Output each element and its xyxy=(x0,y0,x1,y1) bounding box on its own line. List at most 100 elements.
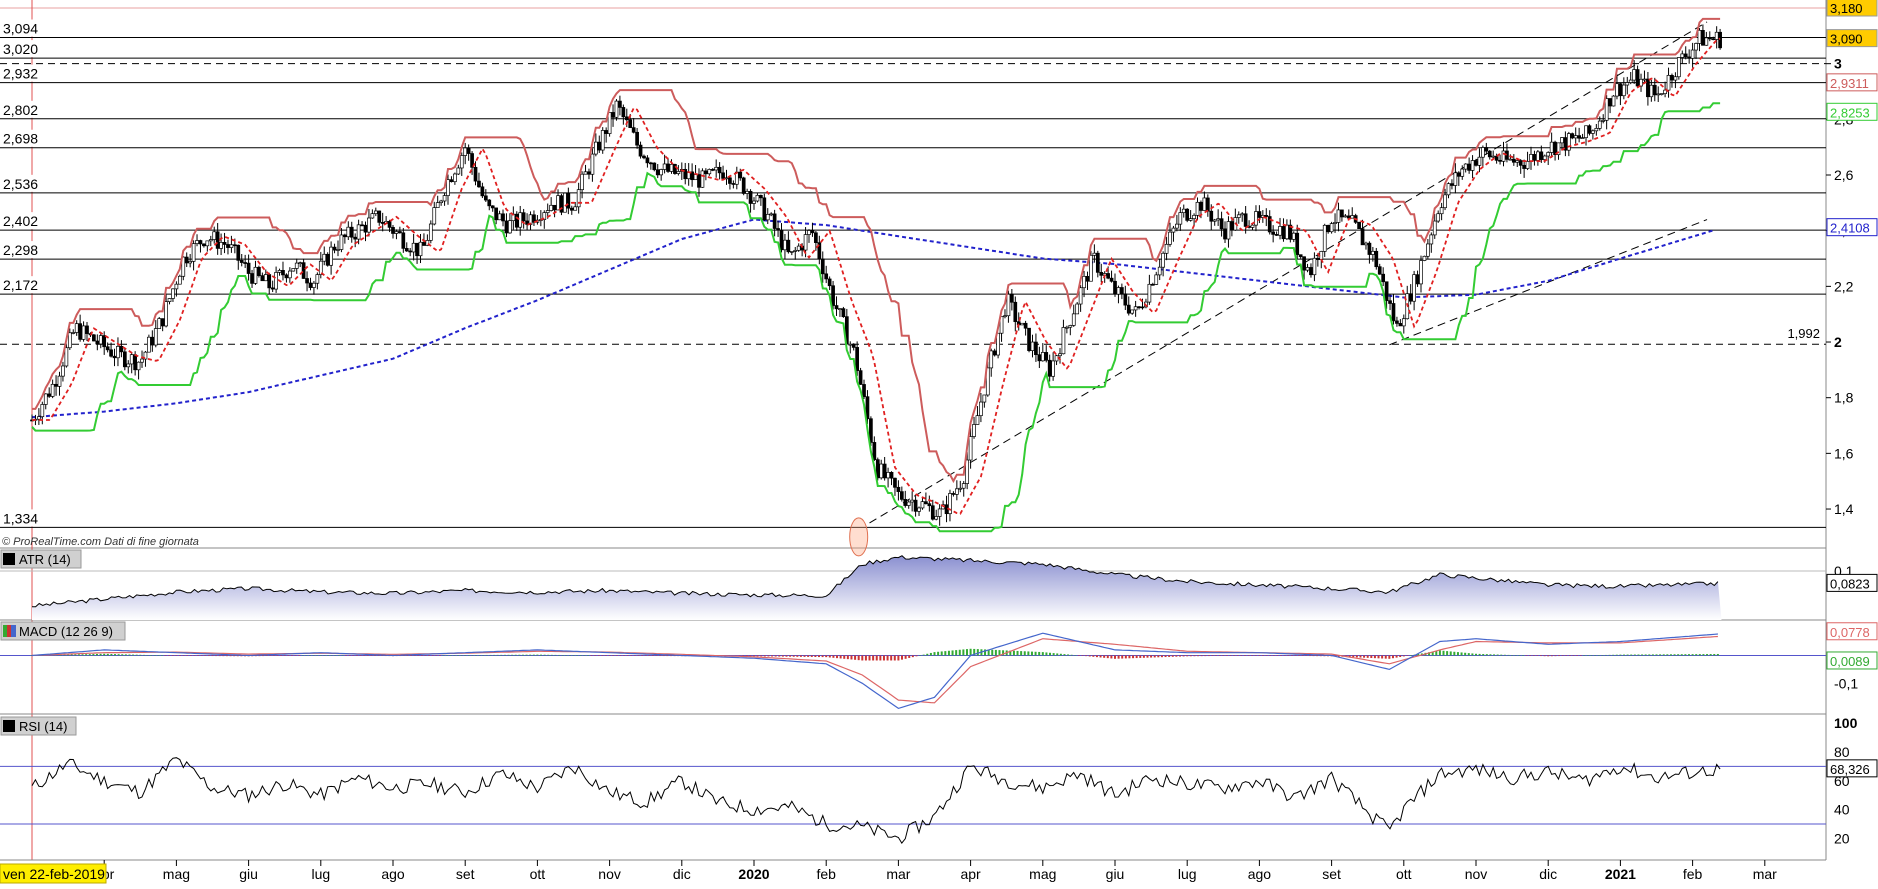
candle-body xyxy=(164,301,168,327)
macd-histogram-bar xyxy=(1630,654,1633,656)
candle-body xyxy=(92,334,96,342)
candle-body xyxy=(1340,209,1344,218)
candle-body xyxy=(456,167,461,175)
macd-hist-last-label-bg xyxy=(1826,651,1878,670)
candle-body xyxy=(360,224,364,227)
candle-body xyxy=(638,144,643,157)
candle-body xyxy=(765,213,770,221)
candle-body xyxy=(332,246,337,251)
candle-body xyxy=(184,256,189,264)
macd-histogram-bar xyxy=(641,655,644,656)
macd-histogram-bar xyxy=(70,654,73,656)
macd-histogram-bar xyxy=(1684,654,1687,656)
level-label-bg xyxy=(1,509,41,527)
macd-histogram-bar xyxy=(265,655,268,656)
candle-body xyxy=(281,270,285,276)
macd-histogram-bar xyxy=(976,649,979,656)
candle-body xyxy=(1133,306,1138,311)
candle-body xyxy=(1580,137,1585,140)
macd-histogram-bar xyxy=(1233,655,1236,656)
macd-histogram-bar xyxy=(1200,655,1203,657)
candle-body xyxy=(1281,226,1286,240)
candle-body xyxy=(655,169,660,176)
candle-body xyxy=(1422,255,1427,261)
candle-body xyxy=(831,285,835,306)
candle-body xyxy=(1058,353,1062,357)
candle-body xyxy=(1333,222,1337,224)
x-tick-label: ott xyxy=(1396,866,1412,882)
candle-body xyxy=(1003,315,1007,318)
macd-histogram-bar xyxy=(1673,654,1676,656)
candle-body xyxy=(1563,137,1568,151)
macd-histogram-bar xyxy=(301,655,304,656)
candle-body xyxy=(1322,224,1327,252)
macd-histogram-bar xyxy=(1171,655,1174,657)
candle-body xyxy=(772,213,777,229)
ma-label-bg xyxy=(1826,218,1878,237)
macd-histogram-bar xyxy=(1254,655,1257,656)
macd-histogram-bar xyxy=(168,655,171,656)
macd-histogram-bar xyxy=(1601,655,1604,656)
macd-histogram-bar xyxy=(92,654,95,656)
macd-histogram-bar xyxy=(121,654,124,656)
macd-histogram-bar xyxy=(262,655,265,657)
macd-histogram-bar xyxy=(312,655,315,656)
macd-histogram-bar xyxy=(1135,655,1138,659)
candle-body xyxy=(446,179,450,196)
candle-body xyxy=(1401,318,1406,327)
candle-body xyxy=(1109,277,1114,282)
candle-body xyxy=(1498,159,1502,162)
macd-histogram-bar xyxy=(438,655,441,656)
candle-body xyxy=(1597,120,1602,129)
candle-body xyxy=(1487,150,1492,158)
candle-body xyxy=(1515,160,1520,163)
candle-body xyxy=(1439,207,1444,215)
candle-body xyxy=(549,204,554,211)
current-date-label: ven 22-feb-2019 xyxy=(3,866,105,882)
macd-histogram-bar xyxy=(456,655,459,656)
candle-body xyxy=(710,169,715,171)
macd-histogram-bar xyxy=(1193,655,1196,657)
macd-histogram-bar xyxy=(482,654,485,656)
level-label-bg xyxy=(1,129,41,147)
candle-body xyxy=(1663,89,1667,94)
candle-body xyxy=(1542,155,1547,160)
candle-body xyxy=(1302,256,1306,271)
candle-body xyxy=(305,278,309,284)
macd-histogram-bar xyxy=(467,655,470,656)
candle-body xyxy=(1254,211,1258,226)
macd-histogram-bar xyxy=(973,648,976,656)
candle-body xyxy=(817,242,822,260)
candle-body xyxy=(133,354,137,371)
candle-body xyxy=(1632,69,1637,81)
macd-histogram-bar xyxy=(189,655,192,656)
macd-histogram-bar xyxy=(890,655,893,661)
level-1992-label: 1,992 xyxy=(1787,326,1820,341)
macd-histogram-bar xyxy=(1612,654,1615,656)
rsi-tick-label: 20 xyxy=(1834,830,1850,846)
candle-body xyxy=(906,501,911,506)
macd-histogram-bar xyxy=(543,654,546,656)
candle-body xyxy=(1315,257,1320,261)
level-label: 2,698 xyxy=(3,131,38,147)
candle-body xyxy=(415,242,419,257)
macd-histogram-bar xyxy=(1027,651,1030,656)
candle-body xyxy=(1415,274,1420,285)
macd-histogram-bar xyxy=(1561,655,1564,656)
candle-body xyxy=(580,173,584,191)
macd-histogram-bar xyxy=(1070,654,1073,656)
candle-body xyxy=(1615,83,1619,97)
x-tick-label: giu xyxy=(1106,866,1125,882)
candle-body xyxy=(229,244,234,248)
candle-body xyxy=(236,244,241,261)
macd-histogram-bar xyxy=(1316,655,1319,657)
level-label: 2,298 xyxy=(3,242,38,258)
macd-histogram-bar xyxy=(1706,654,1709,656)
macd-histogram-bar xyxy=(1186,655,1189,657)
macd-histogram-bar xyxy=(518,654,521,656)
candle-body xyxy=(325,253,330,266)
macd-histogram-bar xyxy=(597,655,600,656)
macd-histogram-bar xyxy=(1536,655,1539,656)
macd-histogram-bar xyxy=(95,653,98,656)
level-label-bg xyxy=(1,174,41,192)
